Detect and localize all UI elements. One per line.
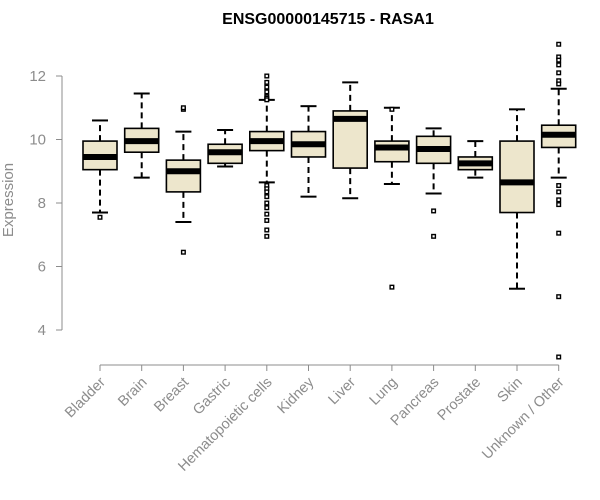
- outlier-point: [264, 233, 270, 239]
- box-kidney: [290, 105, 327, 198]
- box-iqr: [374, 140, 410, 163]
- outlier-point: [264, 73, 270, 79]
- y-tick-label: 8: [38, 195, 46, 212]
- outlier-point: [556, 189, 562, 195]
- outlier-point: [556, 354, 562, 360]
- outlier-point: [264, 227, 270, 233]
- outlier-point: [556, 197, 562, 203]
- x-tick-label: Brain: [115, 375, 150, 410]
- y-tick-label: 4: [38, 322, 46, 339]
- box-bladder: [82, 119, 118, 220]
- box-pancreas: [415, 127, 452, 239]
- plot-area: [82, 41, 577, 360]
- y-tick-label: 12: [29, 68, 46, 85]
- outlier-point: [264, 200, 270, 206]
- box-unknown-other: [540, 41, 577, 360]
- outlier-point: [264, 205, 270, 211]
- outlier-point: [264, 194, 270, 200]
- box-iqr: [165, 159, 202, 193]
- outlier-point: [264, 189, 270, 195]
- box-gastric: [207, 128, 243, 168]
- outlier-point: [389, 284, 395, 290]
- y-tick-label: 6: [38, 259, 46, 276]
- outlier-point: [180, 249, 186, 255]
- box-breast: [165, 105, 202, 255]
- chart-title: ENSG00000145715 - RASA1: [222, 11, 434, 28]
- x-tick-label: Bladder: [62, 374, 109, 421]
- box-liver: [332, 81, 369, 200]
- box-skin: [499, 108, 535, 290]
- outlier-point: [556, 183, 562, 189]
- x-tick-label: Skin: [495, 375, 526, 406]
- box-prostate: [457, 140, 494, 179]
- outlier-point: [264, 211, 270, 217]
- x-tick-label: Lung: [367, 375, 401, 409]
- outlier-point: [264, 84, 270, 90]
- outlier-point: [556, 230, 562, 236]
- outlier-point: [556, 41, 562, 47]
- outlier-point: [180, 105, 186, 111]
- x-tick-label: Liver: [325, 374, 359, 408]
- outlier-point: [556, 202, 562, 208]
- outlier-point: [556, 70, 562, 76]
- outlier-point: [97, 214, 103, 220]
- outlier-point: [264, 79, 270, 85]
- outlier-point: [264, 97, 270, 103]
- box-lung: [374, 106, 410, 290]
- x-tick-label: Prostate: [435, 375, 484, 424]
- outlier-point: [264, 217, 270, 223]
- outlier-point: [431, 208, 437, 214]
- outlier-point: [431, 233, 437, 239]
- x-tick-label: Breast: [151, 375, 192, 416]
- outlier-point: [556, 81, 562, 87]
- outlier-point: [556, 294, 562, 300]
- box-brain: [123, 92, 160, 179]
- outlier-point: [264, 89, 270, 95]
- box-hematopoietic-cells: [249, 73, 285, 239]
- outlier-point: [556, 57, 562, 63]
- outlier-point: [556, 62, 562, 68]
- y-axis: 4 6 8 10 12: [29, 68, 63, 339]
- y-tick-label: 10: [29, 132, 46, 149]
- outlier-point: [389, 106, 395, 112]
- box-iqr: [499, 140, 535, 214]
- x-tick-label: Kidney: [275, 374, 318, 417]
- y-axis-label: Expression: [0, 163, 17, 237]
